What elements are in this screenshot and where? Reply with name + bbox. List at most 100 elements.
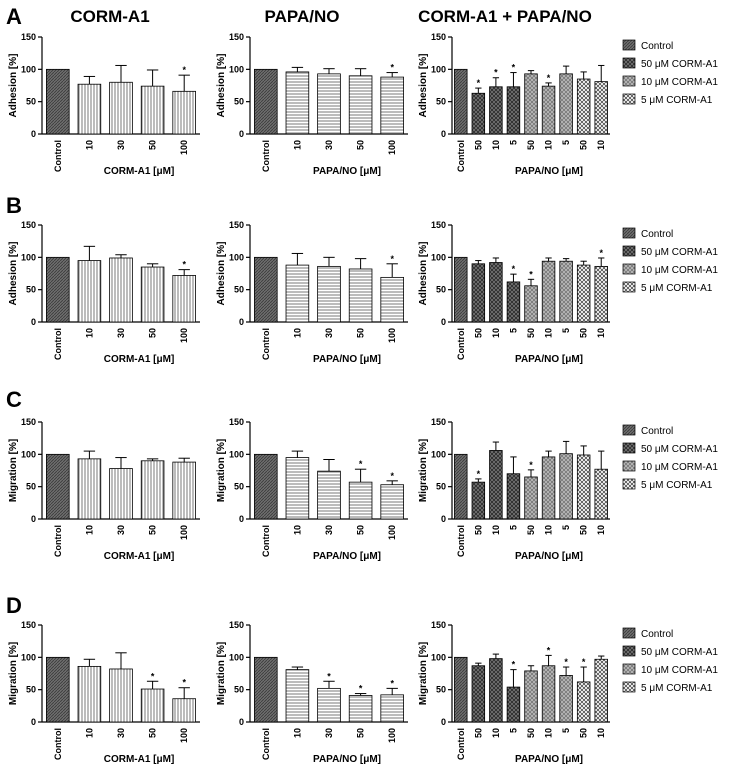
legend-label: Control [641, 229, 673, 240]
bar [594, 658, 608, 723]
legend-label: 50 μM CORM-A1 [641, 247, 718, 258]
legend-label: 50 μM CORM-A1 [641, 59, 718, 70]
x-tick-label: 50 [473, 728, 483, 738]
legend-label: Control [641, 629, 673, 640]
legend-label: 5 μM CORM-A1 [641, 683, 713, 694]
bar [506, 281, 521, 323]
legend-label: Control [641, 41, 673, 52]
y-tick-label: 100 [229, 652, 244, 662]
bar [172, 698, 196, 723]
x-tick-label: 30 [324, 525, 334, 535]
x-tick-label: 50 [356, 525, 366, 535]
bar [506, 86, 521, 135]
y-tick-label: 150 [431, 417, 446, 427]
y-tick-label: 0 [441, 717, 446, 727]
bar [109, 257, 133, 323]
x-axis-title: PAPA/NO [μM] [515, 166, 583, 177]
legend-swatch [622, 460, 636, 472]
legend-label: 5 μM CORM-A1 [641, 283, 713, 294]
y-tick-label: 100 [21, 252, 36, 262]
bar [524, 73, 538, 135]
significance-star: * [494, 68, 498, 78]
x-tick-label: 100 [179, 525, 189, 540]
significance-star: * [390, 63, 394, 73]
significance-star: * [477, 469, 481, 479]
bar [524, 476, 538, 520]
y-tick-label: 0 [239, 129, 244, 139]
legend-row-2: Control 50 μM CORM-A1 10 μM CORM-A1 5 μM CO… [622, 424, 718, 491]
bar [77, 260, 102, 323]
significance-star: * [182, 678, 186, 688]
x-tick-label: 100 [179, 328, 189, 343]
bar [454, 656, 468, 723]
significance-star: * [512, 264, 516, 274]
x-tick-label: 5 [561, 328, 571, 333]
bar [489, 658, 503, 723]
x-axis-title: PAPA/NO [μM] [313, 754, 381, 765]
significance-star: * [182, 65, 186, 75]
bar [317, 73, 341, 135]
x-tick-label: 5 [561, 525, 571, 530]
significance-star: * [512, 63, 516, 73]
x-tick-label: 50 [579, 140, 589, 150]
bar [559, 675, 573, 723]
legend-swatch [622, 478, 636, 490]
x-tick-label: 50 [526, 140, 536, 150]
bar [541, 456, 556, 520]
legend-row-1: Control 50 μM CORM-A1 10 μM CORM-A1 5 μM CO… [622, 227, 718, 294]
x-tick-label: 50 [356, 728, 366, 738]
x-tick-label: 5 [508, 728, 518, 733]
x-tick-label: 10 [84, 140, 94, 150]
bar [348, 75, 373, 135]
x-axis-title: CORM-A1 [μM] [104, 551, 175, 562]
x-tick-label: 50 [473, 525, 483, 535]
x-tick-label: 100 [387, 728, 397, 743]
y-tick-label: 50 [436, 285, 446, 295]
significance-star: * [390, 254, 394, 264]
x-tick-label: 50 [526, 525, 536, 535]
y-tick-label: 0 [239, 317, 244, 327]
bar [317, 265, 341, 323]
significance-star: * [390, 678, 394, 688]
legend-swatch [622, 93, 636, 105]
y-tick-label: 50 [26, 685, 36, 695]
x-tick-label: 100 [387, 328, 397, 343]
bar [489, 86, 503, 135]
x-tick-label: 10 [84, 728, 94, 738]
bar [46, 68, 70, 135]
bar [454, 68, 468, 135]
y-axis-title: Migration [%] [418, 642, 429, 705]
chart-B-corm: 0 50 100 150 Adhesion [%] Control 10 30 50 * 100 CO… [8, 220, 200, 365]
y-tick-label: 50 [234, 285, 244, 295]
y-tick-label: 150 [21, 620, 36, 630]
significance-star: * [477, 78, 481, 88]
chart-D-corm: 0 50 100 150 Migration [%] Control 10 30 * 50 * 100… [8, 620, 200, 765]
bar [172, 461, 196, 520]
y-tick-label: 0 [31, 514, 36, 524]
y-tick-label: 150 [21, 220, 36, 230]
significance-star: * [547, 73, 551, 83]
legend-label: 10 μM CORM-A1 [641, 265, 718, 276]
bar [524, 670, 538, 723]
legend-swatch [622, 39, 636, 51]
bar [140, 85, 165, 135]
bar [77, 665, 102, 723]
chart-A-combo: 0 50 100 150 Adhesion [%] Control * 50 * 10 * 5 50 * 1… [418, 32, 610, 177]
legend-swatch [622, 75, 636, 87]
x-tick-label: 10 [84, 328, 94, 338]
legend-label: 10 μM CORM-A1 [641, 462, 718, 473]
chart-C-combo: 0 50 100 150 Migration [%] Control * 50 10 5 * 50 10… [418, 417, 610, 562]
x-tick-label: 5 [508, 328, 518, 333]
column-title-corm: CORM-A1 [70, 7, 149, 26]
x-tick-label: 100 [387, 525, 397, 540]
y-axis-title: Adhesion [%] [8, 242, 19, 306]
bar [576, 264, 591, 323]
bar [109, 468, 133, 520]
legend-swatch [622, 681, 636, 693]
panel-letter-d: D [6, 593, 22, 618]
x-tick-label: 10 [491, 328, 501, 338]
legend-row-3: Control 50 μM CORM-A1 10 μM CORM-A1 5 μM CO… [622, 627, 718, 694]
legend-swatch [622, 281, 636, 293]
x-tick-label: 50 [148, 525, 158, 535]
